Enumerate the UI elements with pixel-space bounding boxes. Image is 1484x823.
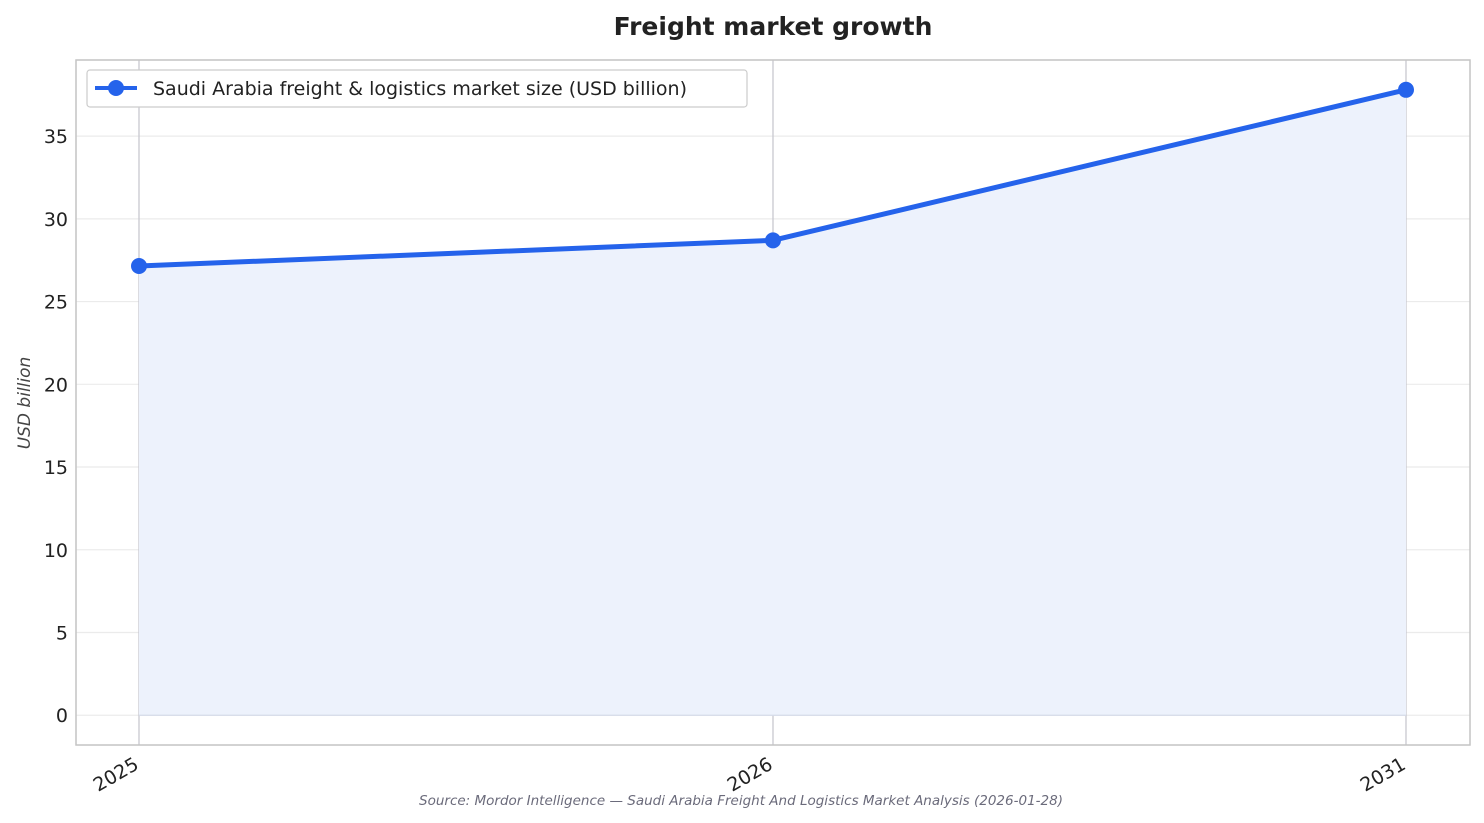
data-points (131, 81, 1414, 274)
y-tick-label: 5 (56, 622, 68, 644)
legend-box (86, 69, 748, 108)
x-tick-label: 2031 (1357, 753, 1410, 796)
y-tick-label: 25 (44, 292, 68, 314)
chart-title: Freight market growth (614, 12, 933, 41)
plot-frame (75, 59, 1471, 746)
y-tick-label: 30 (44, 209, 68, 231)
y-tick-label: 10 (44, 540, 68, 562)
area-fill (139, 89, 1406, 716)
y-axis-label: USD billion (15, 357, 35, 450)
legend-marker (108, 80, 124, 96)
series-area (139, 89, 1406, 716)
y-tick-label: 20 (44, 374, 68, 396)
data-point (765, 232, 781, 249)
source-note: Source: Mordor Intelligence — Saudi Arab… (419, 793, 1063, 809)
y-axis-ticks: 0 5 10 15 20 25 30 35 (44, 126, 68, 727)
x-axis-ticks: 2025 2026 2031 (90, 753, 1410, 796)
data-point (1398, 81, 1414, 98)
y-tick-label: 35 (44, 126, 68, 148)
data-point (131, 257, 147, 274)
y-tick-label: 15 (44, 457, 68, 479)
legend: Saudi Arabia freight & logistics market … (86, 69, 748, 108)
x-tick-label: 2026 (724, 753, 777, 796)
y-tick-label: 0 (56, 705, 68, 727)
legend-label: Saudi Arabia freight & logistics market … (153, 78, 687, 100)
x-tick-label: 2025 (90, 753, 143, 796)
